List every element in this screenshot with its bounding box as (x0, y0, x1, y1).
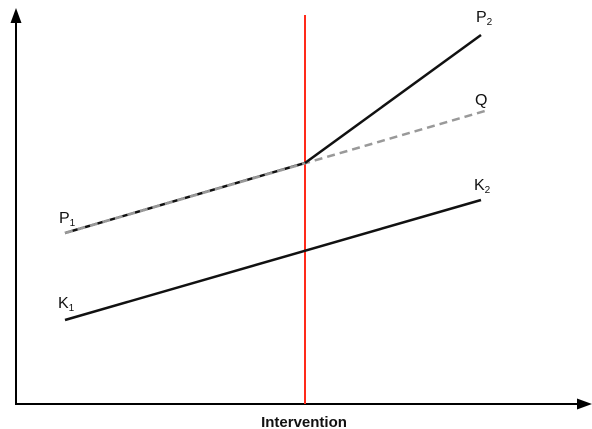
y-axis-arrow (10, 8, 22, 23)
x-axis-label: Intervention (261, 414, 347, 429)
label-p2-sub: 2 (487, 17, 493, 28)
x-axis-arrow (577, 398, 592, 410)
label-q-main: Q (475, 92, 487, 109)
label-p1-sub: 1 (70, 218, 76, 229)
label-p1-main: P (59, 210, 70, 227)
label-p1: P1 (59, 210, 76, 229)
label-k2-sub: 2 (485, 185, 491, 196)
label-p2-main: P (476, 9, 487, 26)
counterfactual-line (64, 109, 486, 235)
k-line (64, 198, 482, 322)
p-line-post (304, 33, 482, 165)
label-p2: P2 (476, 9, 493, 28)
axes (10, 8, 592, 410)
label-k2: K2 (474, 177, 491, 196)
label-k1: K1 (58, 295, 75, 314)
label-q: Q (475, 92, 487, 109)
label-k1-main: K (58, 295, 69, 312)
label-k1-sub: 1 (69, 303, 75, 314)
label-k2-main: K (474, 177, 485, 194)
